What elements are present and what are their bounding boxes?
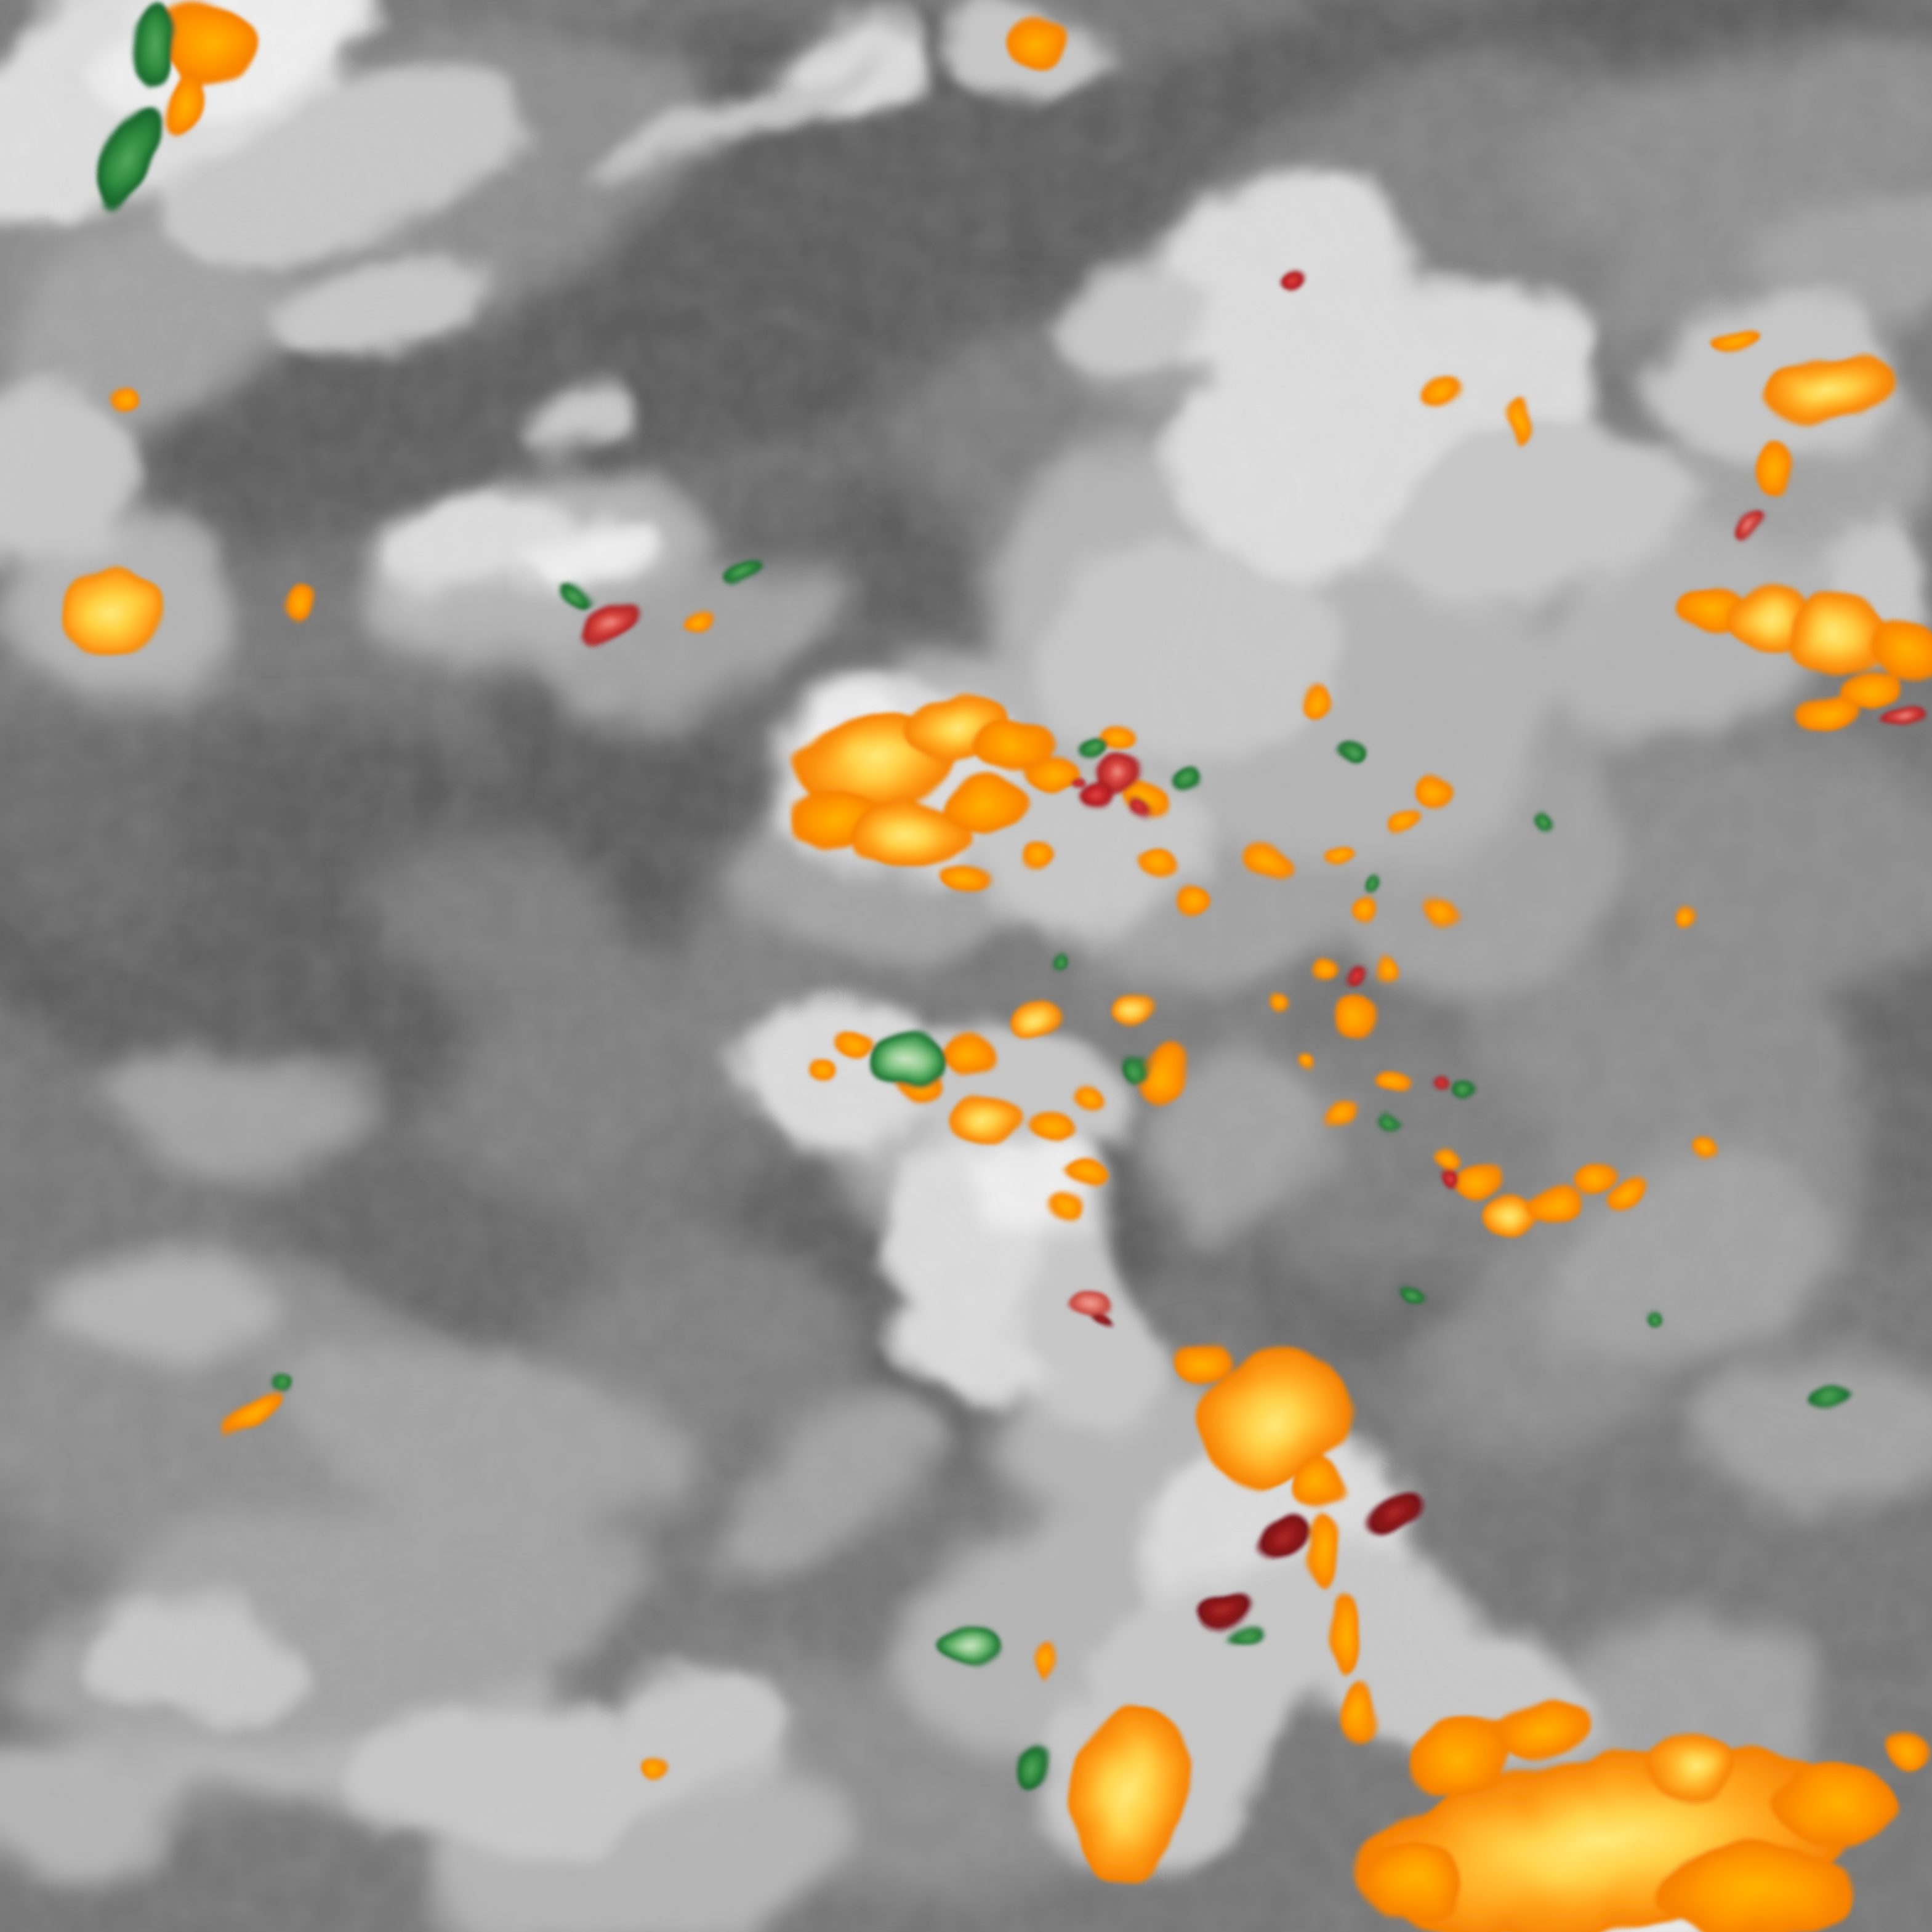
- convective-cell-or: [1065, 1156, 1103, 1186]
- convective-cell-or: [108, 390, 139, 414]
- convective-cell-rd: [1348, 962, 1364, 981]
- satellite-ir-image: [0, 0, 1932, 1932]
- convective-cell-rd: [1430, 1071, 1445, 1085]
- convective-cell-gr: [267, 1383, 290, 1399]
- convective-cell-or: [1074, 1078, 1105, 1101]
- convective-cell-or: [1422, 775, 1465, 809]
- satellite-image-viewport: [0, 0, 1932, 1932]
- convective-cell-or: [803, 1059, 834, 1086]
- convective-cell-gr: [1331, 744, 1362, 767]
- convective-cell-or: [1040, 1642, 1058, 1681]
- convective-cell-oy: [1014, 1003, 1068, 1042]
- convective-cell-or: [1691, 1142, 1718, 1161]
- convective-cell-or: [1571, 1163, 1617, 1194]
- convective-cell-or: [1339, 991, 1378, 1042]
- convective-cell-gr: [1531, 808, 1553, 826]
- convective-cell-or: [1171, 885, 1210, 916]
- convective-cell-or: [1329, 1105, 1356, 1124]
- convective-cell-or: [1436, 1146, 1463, 1165]
- convective-cell-rd: [1279, 270, 1306, 291]
- convective-cell-rd: [1441, 1164, 1460, 1186]
- convective-cell-dr: [1093, 1318, 1113, 1329]
- convective-cell-or: [837, 1026, 875, 1057]
- convective-cell-or: [1178, 1335, 1236, 1381]
- convective-cell-rd: [1073, 783, 1088, 794]
- convective-cell-or: [1051, 1196, 1082, 1219]
- convective-cell-or: [1290, 684, 1318, 718]
- convective-cell-or: [1034, 1105, 1073, 1136]
- convective-cell-gr: [1404, 1281, 1428, 1300]
- convective-cell-or: [284, 586, 311, 624]
- convective-cell-or: [1248, 848, 1287, 875]
- convective-cell-or: [1005, 10, 1066, 60]
- convective-cell-or: [1297, 1059, 1316, 1074]
- convective-cell-or: [1312, 956, 1339, 975]
- convective-cell-or: [647, 1766, 678, 1785]
- convective-cell-or: [1374, 956, 1397, 975]
- convective-cell-or: [1505, 396, 1524, 438]
- convective-cell-or: [943, 866, 989, 896]
- convective-cell-gr: [1082, 739, 1109, 760]
- convective-cell-or: [1362, 1845, 1459, 1923]
- convective-cell-or: [939, 1032, 997, 1074]
- convective-cell-or: [1455, 1161, 1501, 1196]
- convective-cell-yb: [60, 564, 160, 657]
- convective-cell-oy: [1785, 597, 1886, 670]
- convective-cell-gr: [1180, 771, 1207, 794]
- convective-cell-gr: [1377, 1121, 1396, 1136]
- convective-cell-or: [1142, 850, 1177, 877]
- convective-cell-or: [1318, 840, 1345, 859]
- convective-cell-gr: [1231, 1623, 1258, 1638]
- convective-cell-or: [1277, 997, 1296, 1012]
- convective-cell-oy: [1115, 995, 1154, 1026]
- convective-cell-gr: [1051, 954, 1070, 970]
- convective-cell-oy: [954, 1092, 1028, 1149]
- convective-cell-or: [1797, 691, 1854, 730]
- convective-cell-gr: [1447, 1074, 1474, 1093]
- convective-cell-gl: [869, 1034, 943, 1095]
- convective-cell-or: [1297, 1460, 1351, 1515]
- convective-cell-or: [1343, 1681, 1374, 1739]
- convective-cell-or: [1426, 906, 1457, 925]
- convective-cell-or: [1016, 844, 1055, 871]
- convective-cell-gr: [1129, 1053, 1156, 1072]
- convective-cell-or: [1613, 1182, 1652, 1213]
- convective-cell-oy: [1642, 1733, 1739, 1803]
- convective-cell-or: [1346, 900, 1377, 924]
- convective-cell-gr: [1644, 1316, 1663, 1331]
- convective-cell-or: [1760, 438, 1795, 496]
- convective-cell-or: [1375, 1073, 1406, 1096]
- convective-cell-or: [947, 776, 1024, 831]
- convective-cell-or: [1777, 1768, 1893, 1845]
- convective-cell-rd: [1138, 802, 1157, 817]
- convective-cell-gr: [1360, 881, 1379, 896]
- convective-cell-or: [1669, 914, 1693, 933]
- convective-cell-or: [1528, 1186, 1586, 1225]
